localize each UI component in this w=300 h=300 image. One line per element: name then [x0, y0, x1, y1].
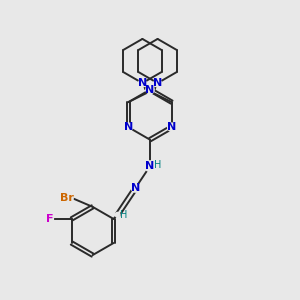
Circle shape	[139, 79, 146, 87]
Circle shape	[145, 161, 155, 172]
Text: N: N	[167, 122, 176, 132]
Text: N: N	[146, 161, 154, 171]
Circle shape	[60, 191, 73, 205]
Text: Br: Br	[60, 193, 74, 203]
Text: H: H	[120, 210, 128, 220]
Text: F: F	[46, 214, 53, 224]
Text: N: N	[124, 122, 133, 132]
Text: N: N	[131, 183, 140, 193]
Text: N: N	[146, 85, 154, 94]
Circle shape	[124, 123, 132, 131]
Circle shape	[146, 85, 154, 94]
Circle shape	[168, 123, 176, 131]
Circle shape	[131, 184, 139, 192]
Text: N: N	[153, 78, 162, 88]
Circle shape	[154, 79, 161, 87]
Text: N: N	[138, 78, 147, 88]
Circle shape	[46, 215, 53, 223]
Circle shape	[115, 212, 120, 217]
Text: H: H	[154, 160, 161, 170]
